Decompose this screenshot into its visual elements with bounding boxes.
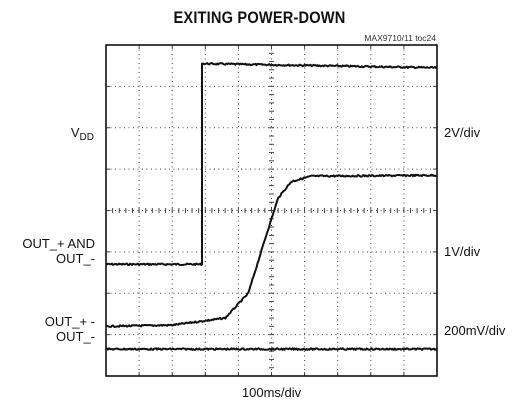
diff-scale-label: 200mV/div (444, 323, 506, 338)
x-axis-label: 100ms/div (241, 385, 302, 400)
out-label-line2: OUT_- (56, 251, 95, 266)
out-scale-label: 1V/div (444, 244, 481, 259)
vdd-channel-label: VDD (20, 125, 94, 143)
out-channel-label: OUT_+ AND OUT_- (10, 236, 95, 266)
diff-channel-label: OUT_+ - OUT_- (10, 314, 95, 344)
vdd-label-main: V (70, 125, 80, 140)
trace-diff (105, 347, 438, 351)
out-label-line1: OUT_+ AND (22, 236, 95, 251)
diff-label-line2: OUT_- (56, 329, 95, 344)
vdd-scale-label: 2V/div (444, 125, 481, 140)
diff-label-line1: OUT_+ - (44, 314, 95, 329)
traces (105, 62, 438, 351)
figure-reference: MAX9710/11 toc24 (364, 33, 436, 43)
trace-vdd (105, 62, 438, 267)
vdd-label-subscript: DD (79, 132, 94, 143)
plot-frame (105, 44, 438, 377)
chart-title: EXITING POWER-DOWN (173, 8, 346, 27)
trace-out (105, 173, 438, 328)
